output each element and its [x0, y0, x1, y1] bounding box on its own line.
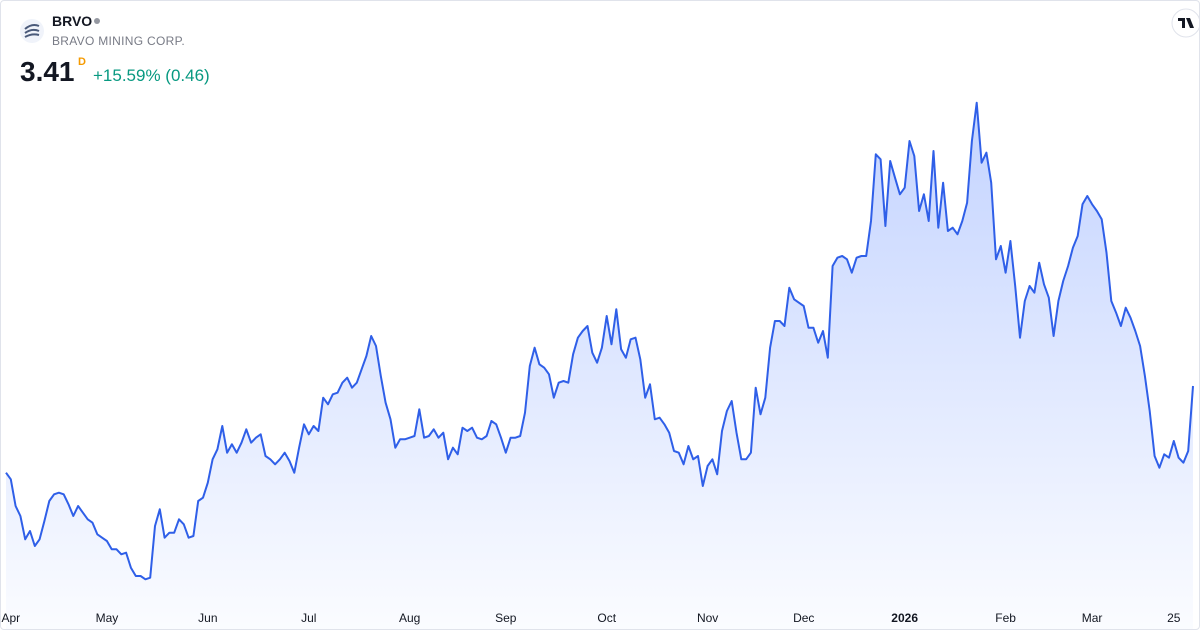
- price-change: +15.59% (0.46): [93, 66, 210, 85]
- company-logo: [20, 19, 44, 43]
- price-line: [5, 101, 1194, 581]
- symbol[interactable]: BRVO: [52, 13, 93, 29]
- x-tick-label: 2026: [891, 611, 918, 625]
- status-dot: [94, 18, 100, 24]
- price-flag: D: [78, 56, 86, 68]
- price: 3.41: [20, 56, 75, 87]
- x-tick-label: Feb: [995, 611, 1016, 625]
- tradingview-logo[interactable]: [1171, 8, 1200, 38]
- area-fill: [6, 102, 1193, 629]
- x-tick-label: Apr: [1, 611, 20, 625]
- x-tick-label: Sep: [495, 611, 517, 625]
- x-tick-label: Oct: [597, 611, 616, 625]
- x-tick-label: Nov: [697, 611, 718, 625]
- x-tick-label: Aug: [399, 611, 420, 625]
- company-name: BRAVO MINING CORP.: [52, 34, 185, 48]
- x-tick-label: Mar: [1082, 611, 1103, 625]
- x-tick-label: Jun: [198, 611, 217, 625]
- x-tick-label: Dec: [793, 611, 814, 625]
- x-tick-label: May: [96, 611, 119, 625]
- x-tick-label: 25: [1167, 611, 1181, 625]
- x-tick-label: Jul: [301, 611, 316, 625]
